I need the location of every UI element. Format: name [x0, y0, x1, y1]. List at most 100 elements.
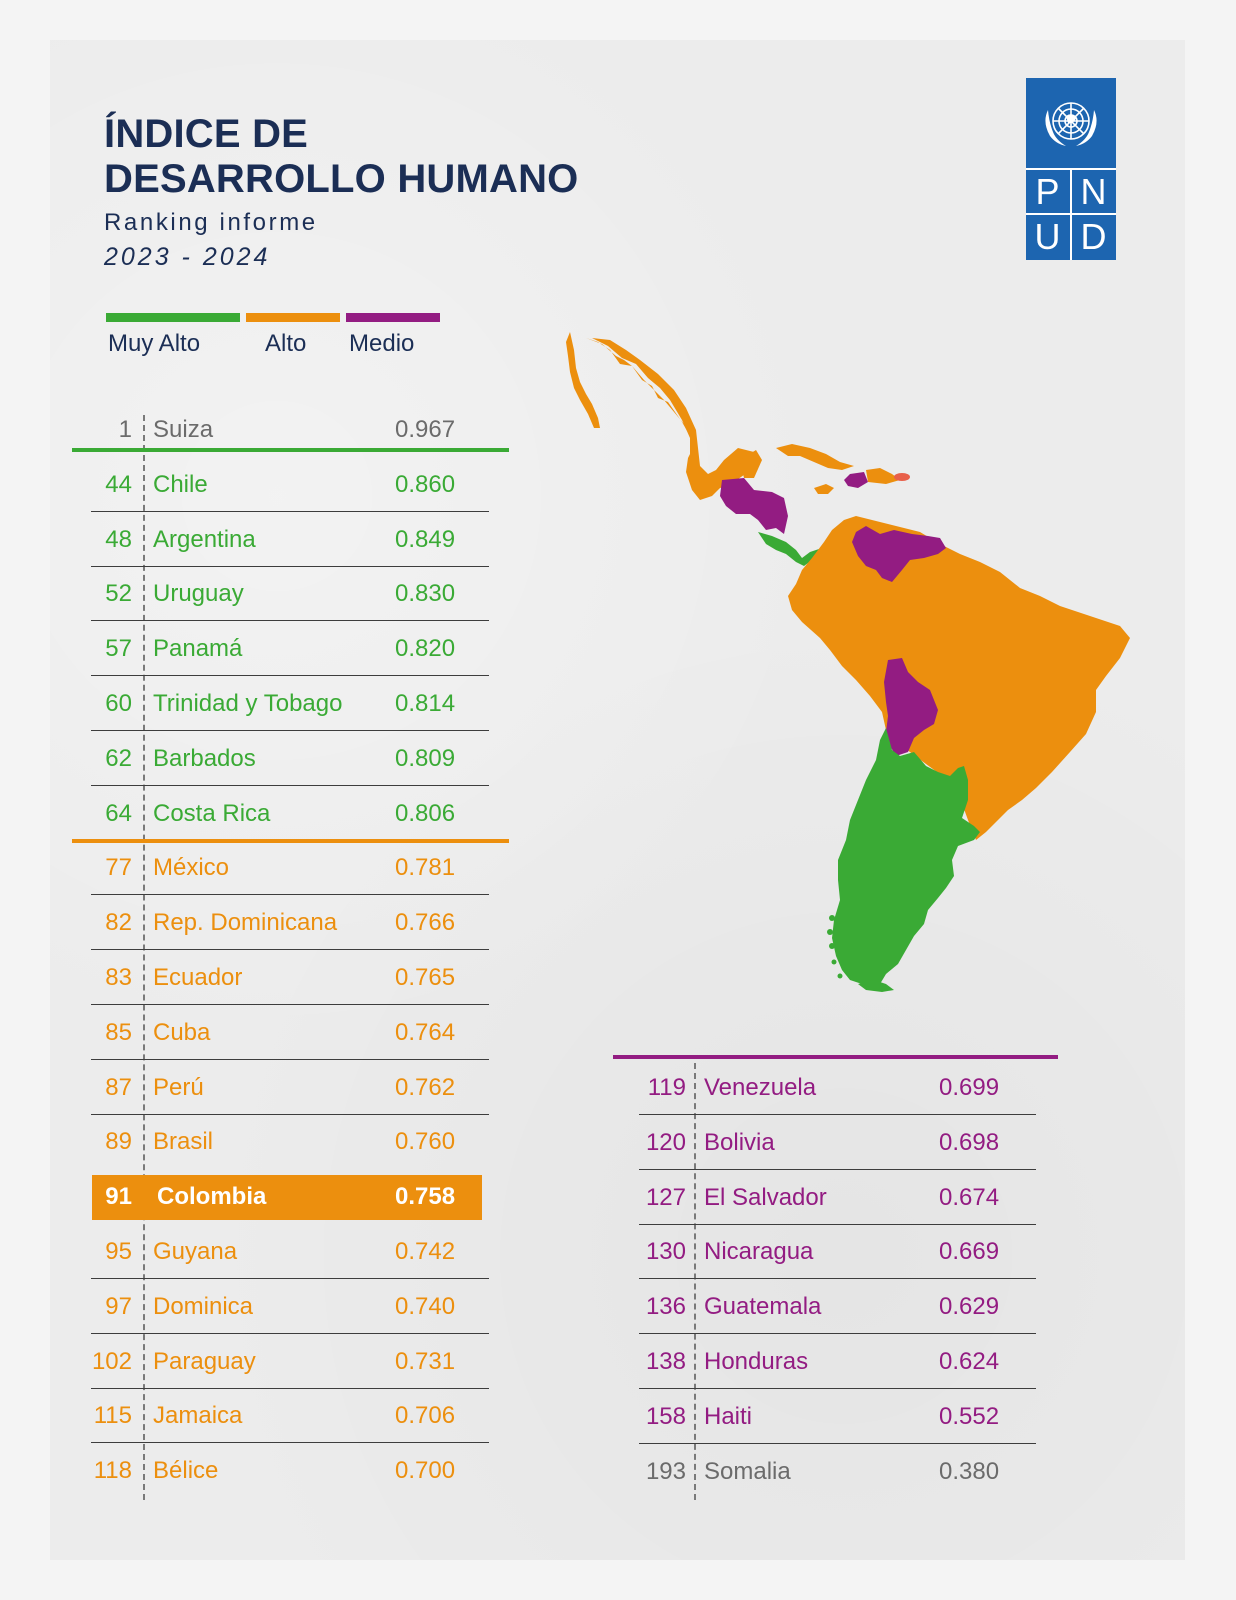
map-bolivia [884, 658, 938, 756]
country-cell: Trinidad y Tobago [153, 690, 343, 717]
row-divider [91, 1058, 489, 1060]
rank-cell: 95 [105, 1238, 132, 1265]
table-row: 87 Perú 0.762 [0, 1060, 1236, 1115]
page-title: ÍNDICE DE DESARROLLO HUMANO [104, 112, 579, 202]
map-jamaica [814, 484, 834, 494]
country-cell: Costa Rica [153, 799, 271, 827]
idh-value-cell: 0.698 [939, 1128, 1000, 1156]
row-divider [639, 1278, 1036, 1280]
country-cell: Bélice [153, 1457, 219, 1485]
rank-cell: 52 [105, 580, 132, 608]
country-cell: Brasil [153, 1128, 214, 1156]
map-belize [740, 450, 762, 478]
row-divider [91, 730, 489, 731]
country-cell: Bolivia [704, 1128, 775, 1156]
legend-label-alto: Alto [265, 330, 307, 357]
rank-cell: 136 [645, 1293, 686, 1321]
idh-value-cell: 0.762 [395, 1073, 456, 1101]
country-cell: Cuba [153, 1018, 211, 1046]
legend-label-muy-alto: Muy Alto [108, 330, 201, 357]
idh-value-cell: 0.806 [395, 799, 456, 827]
rank-cell: 91 [105, 1183, 132, 1211]
idh-value-cell: 0.669 [939, 1238, 1000, 1266]
table-row: 48 Argentina 0.849 [0, 512, 1236, 567]
rank-cell: 118 [93, 1457, 132, 1485]
table-row: 1 Suiza 0.967 [0, 402, 1236, 457]
rank-cell: 119 [647, 1074, 686, 1101]
country-cell: El Salvador [704, 1183, 827, 1211]
row-divider [91, 1004, 489, 1005]
map-venezuela [852, 526, 946, 582]
table-row: 120 Bolivia 0.698 [0, 1115, 1236, 1170]
country-cell: Somalia [704, 1457, 791, 1485]
rank-cell: 158 [645, 1402, 686, 1430]
idh-value-cell: 0.699 [939, 1074, 1000, 1101]
country-cell: Haiti [704, 1402, 753, 1430]
row-divider [91, 565, 489, 567]
separator-medio [613, 1055, 1058, 1059]
idh-value-cell: 0.765 [395, 964, 456, 991]
idh-value-cell: 0.380 [939, 1457, 1000, 1485]
map-tierra-del-fuego [858, 980, 894, 992]
idh-value-cell: 0.742 [395, 1238, 456, 1265]
table-row: 83 Ecuador 0.765 [0, 950, 1236, 1005]
rank-cell: 44 [105, 470, 132, 498]
table-row: 82 Rep. Dominicana 0.766 [0, 895, 1236, 951]
row-divider [91, 1332, 489, 1334]
table-row: 91 Colombia 0.758 [0, 1169, 1236, 1224]
rank-cell: 120 [645, 1128, 686, 1156]
logo-letter-p: P [1035, 170, 1060, 212]
idh-value-cell: 0.760 [395, 1128, 456, 1156]
map-central-america-medio [720, 478, 788, 534]
highlight-colombia [92, 1175, 482, 1220]
country-cell: Rep. Dominicana [153, 909, 338, 937]
row-divider [91, 1387, 489, 1389]
idh-value-cell: 0.700 [395, 1457, 456, 1485]
table-row: 85 Cuba 0.764 [0, 1005, 1236, 1060]
legend-swatch-alto [246, 313, 340, 322]
idh-value-cell: 0.820 [395, 635, 456, 663]
row-divider [91, 784, 489, 786]
map-south-america-alto [788, 516, 1130, 840]
logo-letter-d: D [1080, 215, 1107, 257]
idh-value-cell: 0.860 [395, 470, 456, 498]
rank-cell: 60 [105, 690, 132, 717]
rank-cell: 77 [105, 854, 132, 882]
idh-value-cell: 0.781 [395, 854, 456, 882]
table-row: 119 Venezuela 0.699 [0, 1060, 1236, 1115]
idh-value-cell: 0.814 [395, 690, 456, 717]
map-costa-rica-panama [758, 532, 830, 566]
row-divider [639, 1442, 1036, 1444]
row-divider [91, 620, 489, 622]
table-row: 44 Chile 0.860 [0, 457, 1236, 512]
country-cell: Ecuador [153, 964, 243, 991]
idh-value-cell: 0.624 [939, 1348, 1000, 1375]
idh-value-cell: 0.731 [395, 1347, 456, 1375]
idh-value-cell: 0.849 [395, 525, 456, 553]
idh-value-cell: 0.740 [395, 1292, 456, 1320]
country-cell: Panamá [153, 635, 243, 663]
legend-swatch-muy-alto [106, 313, 240, 322]
logo-divider [1070, 168, 1072, 260]
idh-value-cell: 0.706 [395, 1402, 456, 1430]
row-divider [639, 1114, 1036, 1115]
country-cell: Guyana [153, 1238, 238, 1265]
row-divider [639, 1333, 1036, 1335]
rank-cell: 85 [105, 1018, 132, 1046]
report-years: 2023 - 2024 [104, 243, 271, 271]
column-divider [694, 1063, 696, 1500]
logo-letter-n: N [1080, 170, 1107, 212]
map-mexico-body [592, 338, 754, 494]
map-haiti [844, 472, 868, 488]
row-divider [91, 894, 489, 896]
table-row: 89 Brasil 0.760 [0, 1114, 1236, 1169]
separator-alto [72, 839, 509, 843]
country-cell: Guatemala [704, 1293, 822, 1321]
map-southern-cone-muy-alto [832, 728, 980, 988]
country-cell: Nicaragua [704, 1238, 814, 1266]
rank-cell: 57 [105, 635, 132, 663]
table-row: 52 Uruguay 0.830 [0, 566, 1236, 622]
legend-label-medio: Medio [349, 330, 415, 357]
idh-value-cell: 0.809 [395, 744, 456, 772]
rank-cell: 1 [118, 416, 132, 443]
